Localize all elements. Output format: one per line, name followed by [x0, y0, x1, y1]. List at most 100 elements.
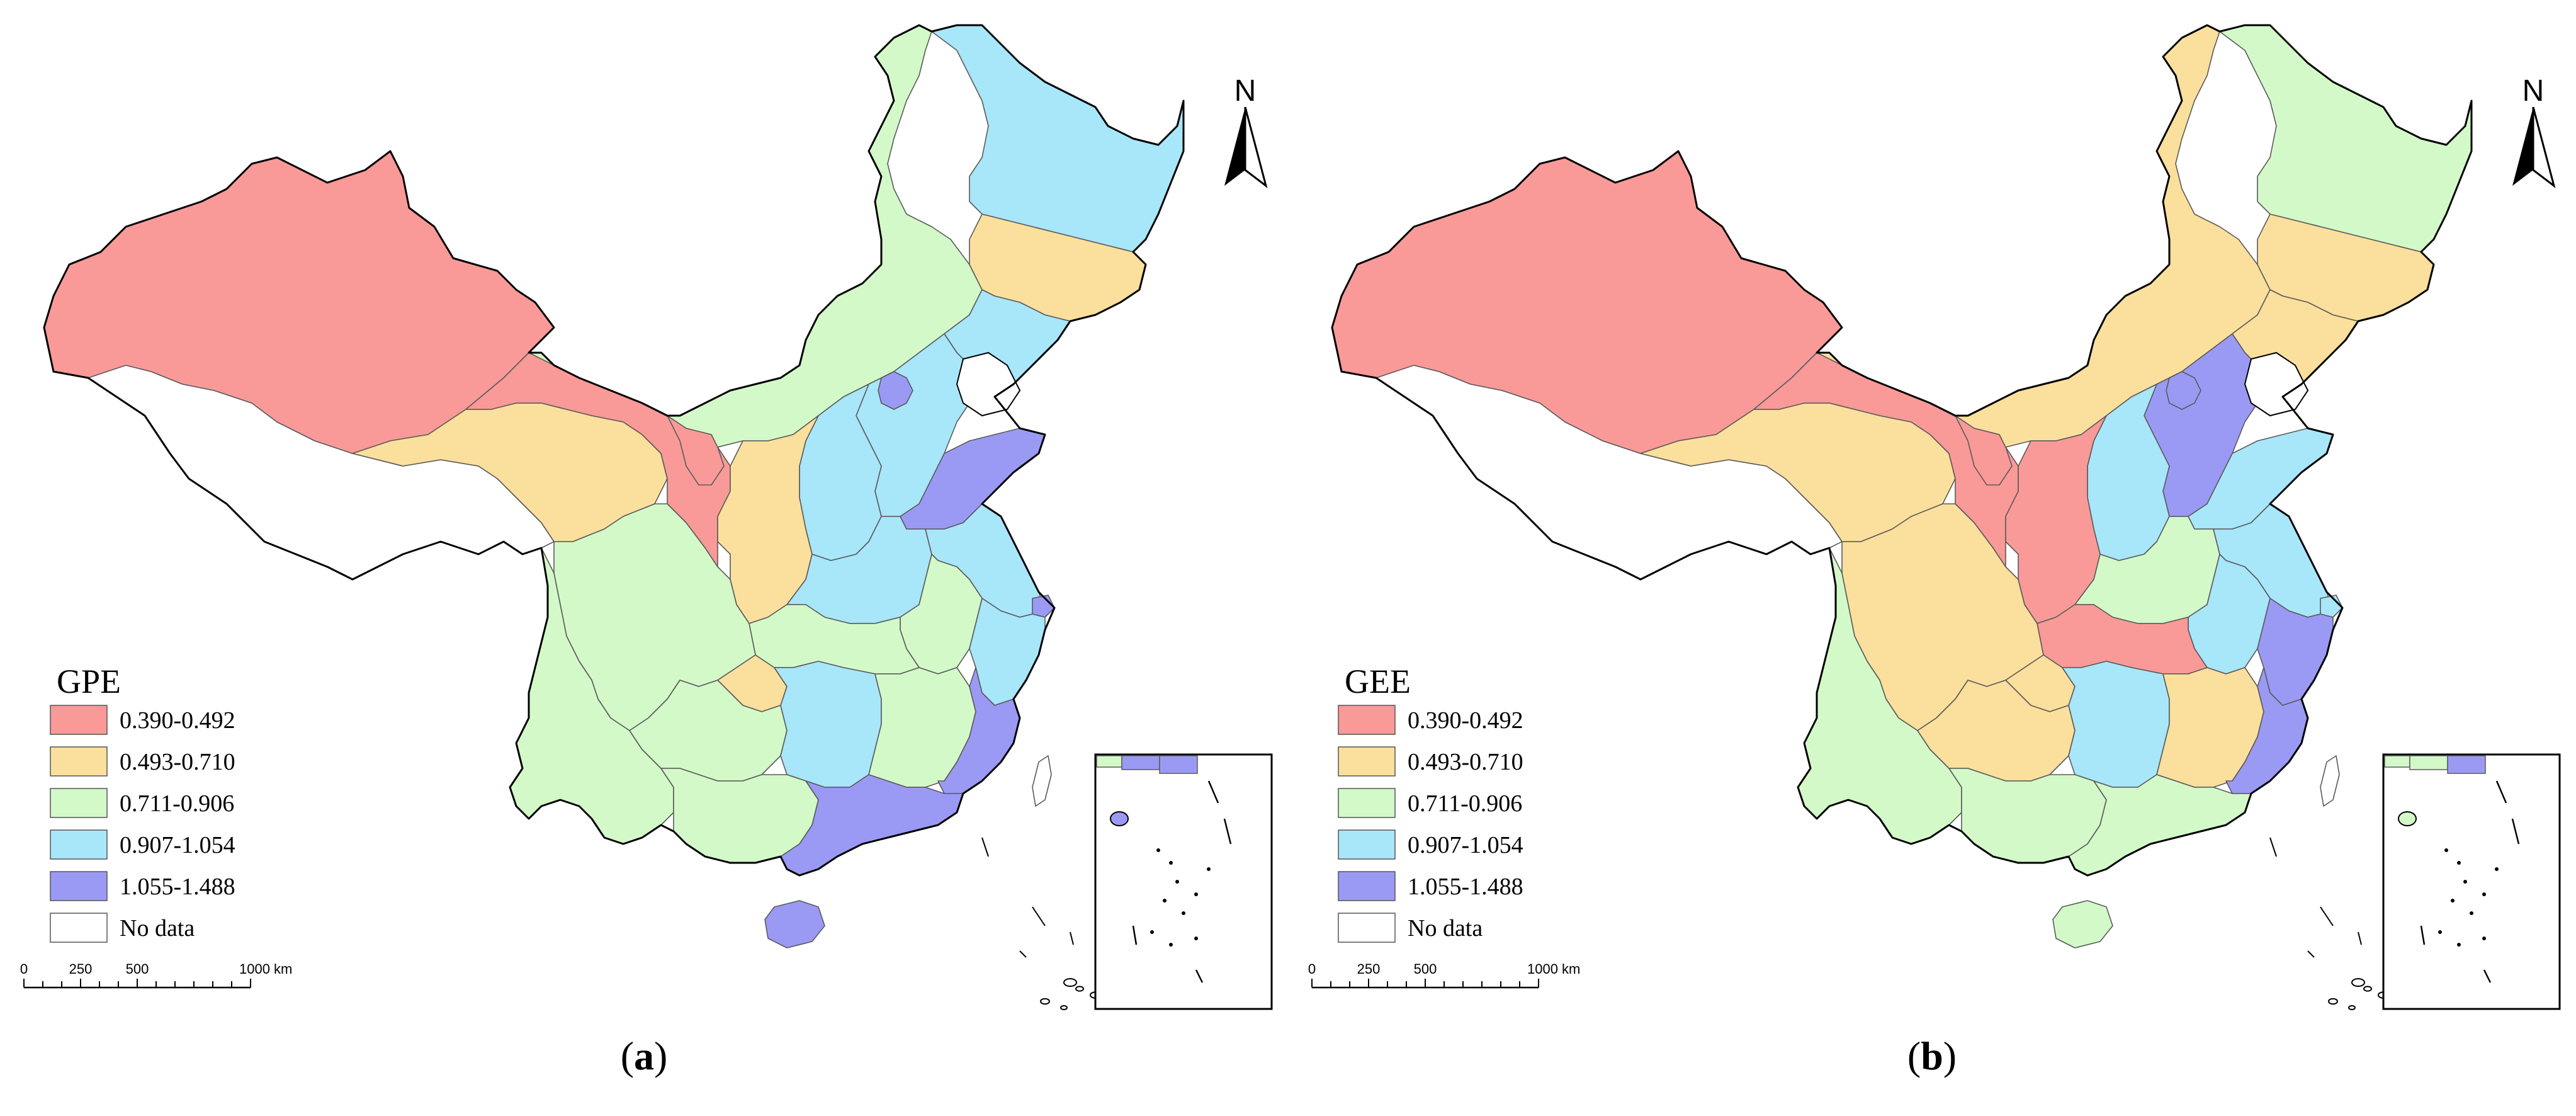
inset-island [2482, 937, 2486, 940]
inset-island [2444, 848, 2448, 852]
province-shanghai [2320, 595, 2343, 618]
inset-frame [1094, 753, 1273, 1010]
island-line [2269, 837, 2277, 857]
bohai-sea [2244, 351, 2309, 417]
legend-label-2: 0.493-0.710 [120, 749, 235, 775]
legend-swatch-3 [50, 788, 108, 818]
north-arrow-left [2512, 107, 2533, 186]
province-taiwan [1032, 755, 1052, 807]
caption-b-letter: b [1921, 1033, 1943, 1078]
inset-province-guangxi [1096, 755, 1122, 768]
caption-a-letter: a [634, 1033, 654, 1078]
nine-dash-segment [1207, 780, 1219, 804]
legend-title: GPE [57, 663, 121, 700]
national-border [1331, 24, 2473, 877]
legend-title: GEE [1345, 663, 1411, 700]
scale-label-3: 500 [126, 961, 149, 977]
legend-label-4: 0.907-1.054 [120, 832, 235, 858]
inset-island [2463, 880, 2467, 884]
island-dot [1075, 986, 1084, 992]
north-arrow-label: N [1234, 74, 1257, 108]
province-hunan [2062, 661, 2170, 788]
legend-swatch-5 [1338, 871, 1396, 901]
legend-swatch-4 [50, 829, 108, 860]
legend-label-2: 0.493-0.710 [1408, 749, 1523, 775]
legend-label-5: 1.055-1.488 [120, 874, 235, 900]
map-panel-a: N GPE 0.390-0.492 0.493-0.710 0.711-0.906 0.9… [20, 24, 1273, 1078]
province-heilongjiang [2219, 25, 2472, 253]
inset-province-guangdong [1121, 755, 1160, 770]
map-panel-b: N GEE 0.390-0.492 0.493-0.710 0.711-0.906 0.9… [1288, 0, 2576, 1116]
north-arrow-right [2532, 106, 2556, 188]
inset-province-guangxi [2384, 755, 2410, 768]
inset-frame [2382, 753, 2561, 1010]
island-line [2320, 906, 2334, 926]
china-map [1331, 24, 2473, 948]
province-taiwan [2320, 755, 2340, 807]
legend-label-6: No data [120, 915, 195, 942]
province-guizhou [629, 680, 788, 782]
nine-dash-segment [2495, 780, 2507, 804]
inset-map [1094, 753, 1273, 1010]
north-arrow: N [2512, 74, 2556, 188]
province-hunan [774, 661, 882, 788]
caption-a: (a) [620, 1033, 668, 1078]
island-dot [1040, 998, 1050, 1005]
inset-map [2382, 753, 2561, 1010]
inset-island [1182, 911, 1185, 915]
inset-hainan [1110, 811, 1129, 826]
bohai-sea [956, 351, 1021, 417]
scale-label-3: 500 [1414, 961, 1437, 977]
scale-label-1: 0 [1308, 961, 1316, 977]
legend: GEE 0.390-0.492 0.493-0.710 0.711-0.906 0.90… [1338, 663, 1523, 943]
legend-swatch-6 [1338, 913, 1396, 943]
north-arrow-left [1224, 107, 1245, 186]
scale-label-4: 1000 km [1527, 961, 1580, 977]
inset-island [1156, 848, 1160, 852]
legend-swatch-5 [50, 871, 108, 901]
inset-island [2495, 867, 2499, 871]
legend-label-5: 1.055-1.488 [1408, 874, 1523, 900]
scale-label-1: 0 [20, 961, 28, 977]
scale-label-2: 250 [69, 961, 93, 977]
nine-dash-segment [1195, 969, 1204, 983]
inset-island [1163, 899, 1167, 902]
legend-label-4: 0.907-1.054 [1408, 832, 1523, 858]
inset-island [2470, 911, 2473, 915]
legend-label-3: 0.711-0.906 [1408, 790, 1522, 817]
island-dot [1063, 978, 1077, 987]
map-svg-a: N GPE 0.390-0.492 0.493-0.710 0.711-0.906 0.9… [20, 24, 1273, 1010]
scale-label-2: 250 [1357, 961, 1381, 977]
island-dot [2351, 978, 2365, 987]
province-hainan [764, 900, 825, 948]
province-heilongjiang [931, 25, 1184, 253]
legend-swatch-6 [50, 913, 108, 943]
inset-island [2438, 930, 2442, 934]
inset-hainan [2398, 811, 2417, 826]
inset-island [2457, 861, 2461, 865]
legend-swatch-1 [1338, 705, 1396, 735]
legend: GPE 0.390-0.492 0.493-0.710 0.711-0.906 0.90… [50, 663, 235, 943]
legend-swatch-1 [50, 705, 108, 735]
island-dot [2328, 998, 2338, 1005]
national-border [43, 24, 1185, 877]
legend-label-3: 0.711-0.906 [120, 790, 234, 817]
legend-swatch-2 [50, 746, 108, 777]
island-line [2358, 931, 2362, 945]
inset-island [1194, 937, 1198, 940]
inset-province-guangdong [2409, 755, 2448, 770]
legend-label-6: No data [1408, 915, 1483, 942]
island-line [2307, 950, 2315, 958]
inset-island [2451, 899, 2455, 902]
legend-swatch-4 [1338, 829, 1396, 860]
island-line [981, 837, 989, 857]
north-arrow: N [1224, 74, 1268, 188]
inset-island [1207, 867, 1211, 871]
nine-dash-segment [2420, 925, 2426, 945]
inset-island [1194, 892, 1198, 896]
inset-island [1169, 943, 1173, 947]
province-beijing-tianjin [878, 371, 913, 410]
island-dot [2363, 986, 2372, 992]
legend-label-1: 0.390-0.492 [120, 707, 235, 734]
legend-swatch-3 [1338, 788, 1396, 818]
